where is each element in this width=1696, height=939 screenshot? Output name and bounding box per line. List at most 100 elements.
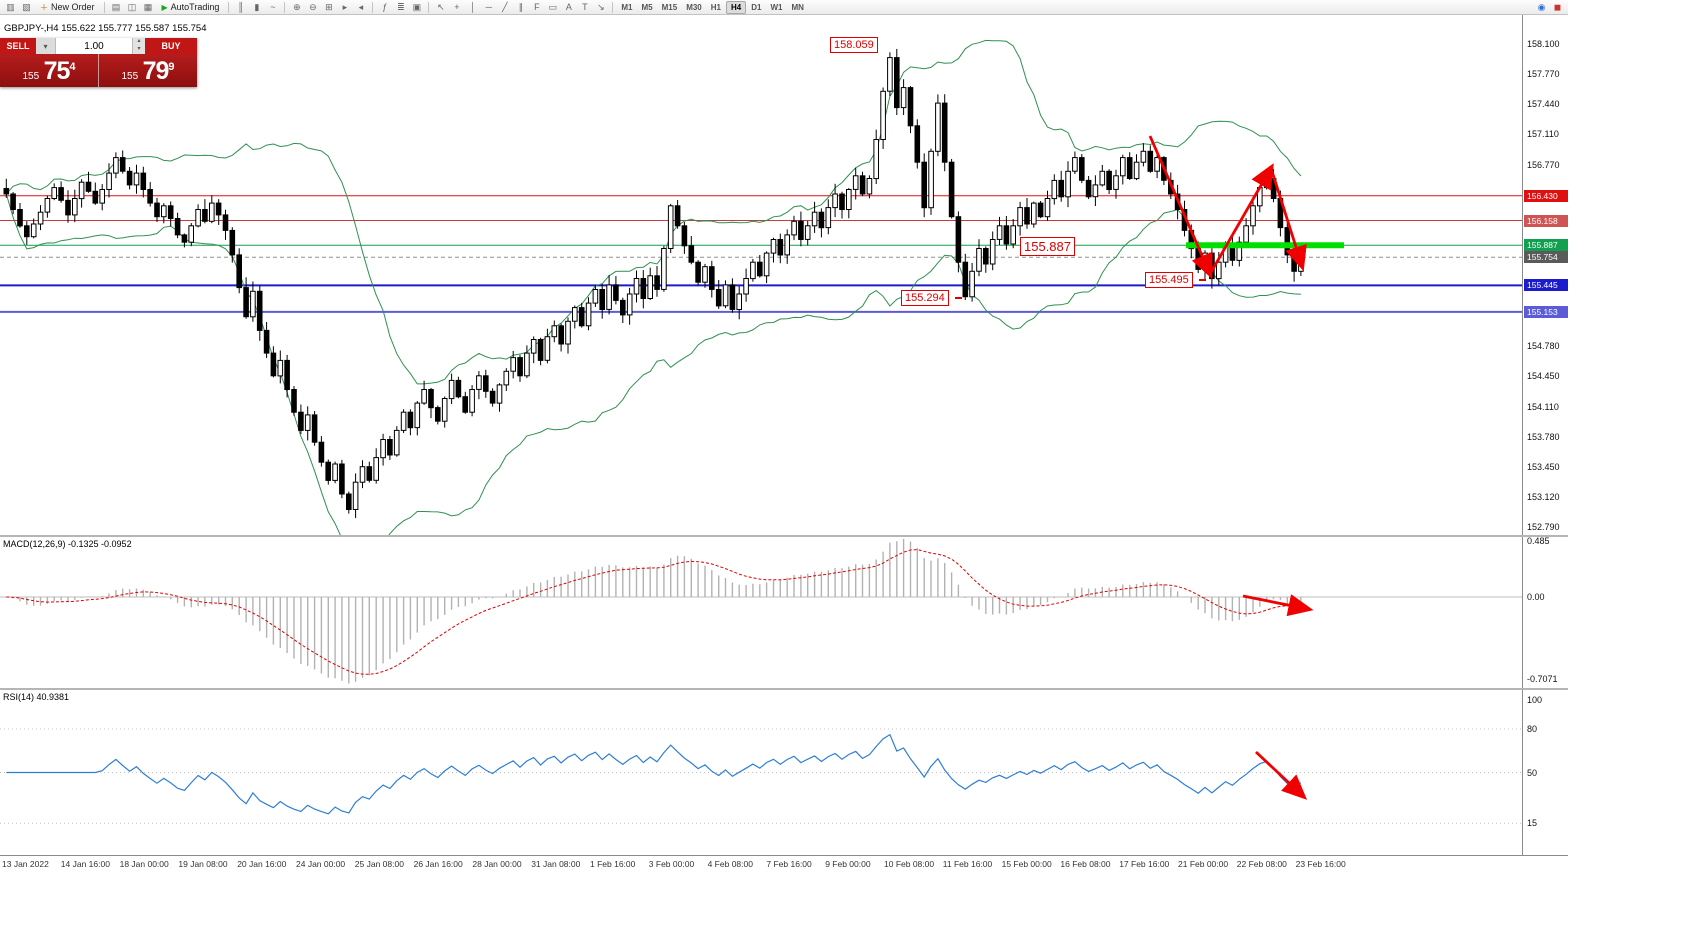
toolbar-separator (612, 1, 614, 13)
timeframe-m15-button[interactable]: M15 (661, 2, 678, 12)
rsi-line (6, 733, 1302, 815)
tile-windows-icon[interactable]: ⊞ (325, 1, 333, 12)
toolbar-separator (428, 1, 430, 13)
time-tick: 25 Jan 08:00 (354, 859, 404, 869)
price-tick: 153.780 (1527, 431, 1560, 442)
text-icon[interactable]: A (565, 2, 572, 12)
price-level-badge: 155.887 (1524, 239, 1568, 252)
price-tick: 157.770 (1527, 69, 1560, 79)
candlestick-chart-icon[interactable]: ▮ (254, 1, 260, 12)
time-tick: 23 Feb 16:00 (1295, 859, 1346, 869)
cursor-icon[interactable]: ↖ (437, 1, 445, 12)
price-level-badge: 156.430 (1524, 189, 1568, 202)
time-tick: 13 Jan 2022 (2, 859, 49, 869)
sell-price-prefix: 155 (22, 71, 40, 82)
toolbar: ▥ ▧ ＋ New Order ▤ ◫ ▦ ▶ AutoTrading ║ ▮ ~ ⊕ ⊖ ⊞ ▸ ◂ ƒ ≣ ▣ ↖ +… (0, 0, 1568, 15)
timeframe-h1-button[interactable]: H1 (710, 2, 721, 12)
timeframe-m5-button[interactable]: M5 (641, 2, 653, 12)
new-chart-icon[interactable]: ▥ (6, 1, 15, 12)
price-tick: 157.110 (1527, 129, 1559, 139)
bar-chart-icon[interactable]: ║ (237, 2, 245, 12)
main-chart-canvas[interactable] (0, 15, 1522, 535)
auto-scroll-icon[interactable]: ▸ (342, 1, 348, 12)
time-tick: 16 Feb 08:00 (1060, 859, 1111, 869)
indicators-icon[interactable]: ƒ (382, 2, 388, 12)
volume-input[interactable] (56, 38, 132, 54)
rsi-panel-canvas[interactable] (0, 690, 1522, 855)
macd-scale-tick: 0.485 (1527, 535, 1550, 546)
rsi-scale-tick: 50 (1527, 767, 1538, 778)
fibonacci-icon[interactable]: F (534, 2, 540, 12)
new-order-icon: ＋ (40, 2, 48, 12)
price-annotation[interactable]: 155.495 (1145, 272, 1193, 288)
sell-price-big: 75 (43, 57, 71, 85)
time-tick: 26 Jan 16:00 (413, 859, 463, 869)
navigator-icon[interactable]: ▦ (143, 1, 153, 12)
mt4-window: ▥ ▧ ＋ New Order ▤ ◫ ▦ ▶ AutoTrading ║ ▮ ~ ⊕ ⊖ ⊞ ▸ ◂ ƒ ≣ ▣ ↖ +… (0, 0, 1568, 872)
autotrading-icon: ▶ (161, 2, 168, 12)
price-annotation[interactable]: 158.059 (830, 37, 878, 53)
horizontal-line-icon[interactable]: ─ (485, 2, 493, 12)
timeframe-m1-button[interactable]: M1 (621, 2, 633, 12)
chart-profiles-icon[interactable]: ▧ (22, 1, 31, 12)
macd-indicator-label: MACD(12,26,9) -0.1325 -0.0952 (3, 539, 132, 549)
sell-button[interactable]: SELL (0, 38, 36, 54)
buy-price-button[interactable]: 155 799 (99, 54, 197, 87)
buy-price-big: 79 (142, 57, 170, 85)
price-tick: 158.100 (1527, 39, 1560, 49)
chart-shift-icon[interactable]: ◂ (358, 1, 364, 12)
arrows-tool-icon[interactable]: ↘ (597, 1, 605, 12)
vertical-line-icon[interactable]: │ (470, 2, 476, 12)
panel-separator[interactable] (0, 535, 1568, 537)
macd-panel-canvas[interactable] (0, 537, 1522, 688)
buy-price-pip: 9 (168, 61, 175, 73)
price-level-badge: 155.445 (1524, 279, 1568, 292)
timeframe-m30-button[interactable]: M30 (686, 2, 702, 12)
line-chart-icon[interactable]: ~ (270, 2, 276, 12)
timeframe-w1-button[interactable]: W1 (770, 2, 783, 12)
time-tick: 11 Feb 16:00 (942, 859, 993, 869)
time-tick: 15 Feb 00:00 (1001, 859, 1052, 869)
price-level-badge: 155.153 (1524, 305, 1568, 318)
volume-down-button[interactable]: ▾ (137, 46, 141, 52)
price-annotation[interactable]: 155.887 (1020, 237, 1075, 256)
time-tick: 10 Feb 08:00 (884, 859, 935, 869)
shapes-icon[interactable]: ▭ (548, 1, 558, 12)
zoom-in-icon[interactable]: ⊕ (293, 1, 301, 12)
alert-icon[interactable]: ◼ (1553, 1, 1562, 12)
crosshair-icon[interactable]: + (454, 2, 460, 12)
trendline-icon[interactable]: ╱ (502, 1, 508, 12)
time-tick: 4 Feb 08:00 (707, 859, 753, 869)
timeframe-h4-button[interactable]: H4 (725, 0, 747, 14)
toolbar-separator (284, 1, 286, 13)
price-scale[interactable]: 158.100 157.770 157.440 157.110 156.770 154.7… (1522, 15, 1568, 855)
periods-icon[interactable]: ≣ (397, 1, 405, 12)
channel-icon[interactable]: ∥ (518, 1, 524, 12)
price-divider (98, 54, 99, 87)
timeframe-d1-button[interactable]: D1 (751, 2, 762, 12)
time-tick: 20 Jan 16:00 (237, 859, 287, 869)
price-annotation[interactable]: 155.294 (901, 290, 949, 306)
rsi-indicator-label: RSI(14) 40.9381 (3, 692, 70, 702)
time-scale[interactable]: 13 Jan 2022 14 Jan 16:00 18 Jan 00:00 19 Ja… (0, 855, 1568, 872)
text-label-icon[interactable]: T (582, 2, 588, 12)
metaquotes-community-icon[interactable]: ◉ (1537, 1, 1546, 12)
timeframe-mn-button[interactable]: MN (791, 2, 804, 12)
volume-up-button[interactable]: ▴ (137, 38, 141, 44)
templates-icon[interactable]: ▣ (412, 1, 422, 12)
price-tick: 153.120 (1527, 491, 1560, 502)
toolbar-separator (103, 1, 105, 13)
zoom-out-icon[interactable]: ⊖ (309, 1, 317, 12)
sell-price-button[interactable]: 155 754 (0, 54, 98, 87)
data-window-icon[interactable]: ◫ (127, 1, 137, 12)
panel-separator[interactable] (0, 688, 1568, 690)
sell-price-pip: 4 (69, 61, 76, 73)
new-order-button[interactable]: ＋ New Order (35, 1, 100, 14)
time-tick: 1 Feb 16:00 (590, 859, 636, 869)
order-type-dropdown[interactable]: ▾ (36, 38, 56, 54)
macd-scale-tick: -0.7071 (1527, 673, 1558, 684)
market-watch-icon[interactable]: ▤ (111, 1, 121, 12)
autotrading-button[interactable]: ▶ AutoTrading (157, 1, 225, 14)
buy-button[interactable]: BUY (145, 38, 197, 54)
chart-symbol-ohlc-label: GBPJPY-,H4 155.622 155.777 155.587 155.7… (4, 23, 207, 34)
